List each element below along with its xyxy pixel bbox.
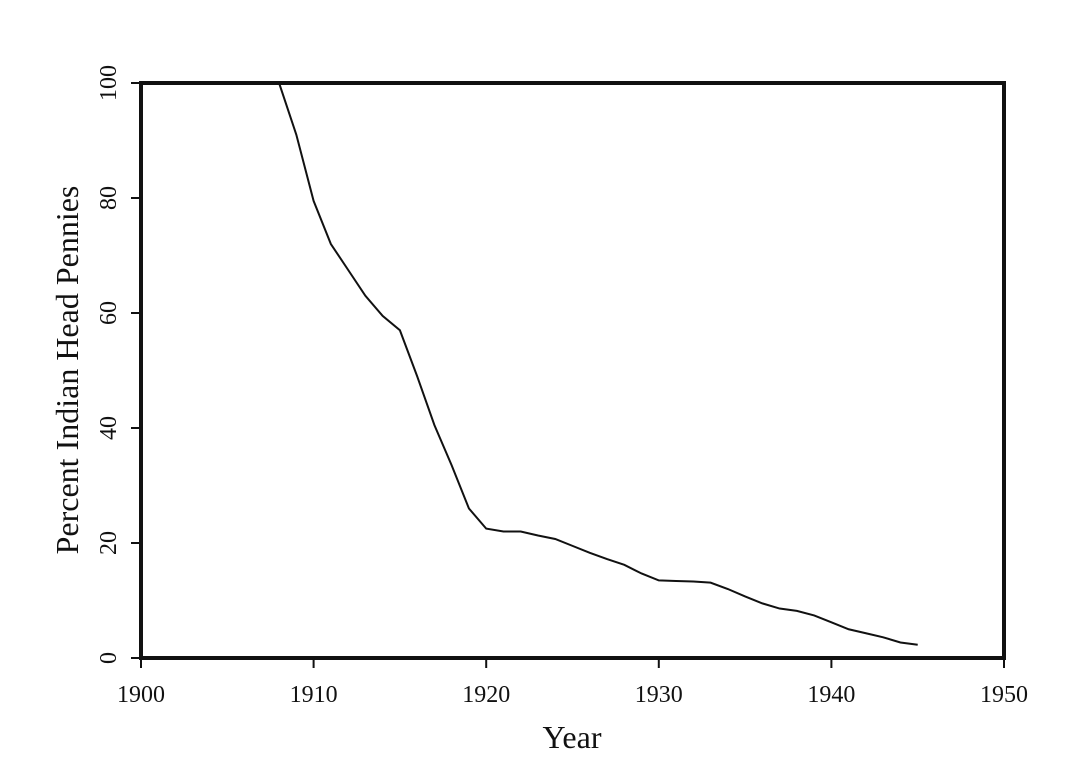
y-tick-label: 60	[96, 301, 122, 325]
data-line	[278, 82, 918, 646]
y-tick-label: 0	[96, 652, 122, 664]
x-tick-label: 1910	[290, 682, 338, 708]
y-tick-label: 40	[96, 416, 122, 440]
x-tick-label: 1950	[980, 682, 1028, 708]
plot-frame	[139, 81, 1006, 660]
y-axis-label: Percent Indian Head Pennies	[49, 186, 85, 555]
x-tick-label: 1930	[635, 682, 683, 708]
x-tick-label: 1920	[462, 682, 510, 708]
y-tick-label: 20	[96, 531, 122, 555]
x-tick-label: 1940	[807, 682, 855, 708]
y-tick-label: 80	[96, 186, 122, 210]
x-tick-label: 1900	[117, 682, 165, 708]
x-axis-label: Year	[543, 719, 602, 755]
y-tick-label: 100	[96, 65, 122, 101]
